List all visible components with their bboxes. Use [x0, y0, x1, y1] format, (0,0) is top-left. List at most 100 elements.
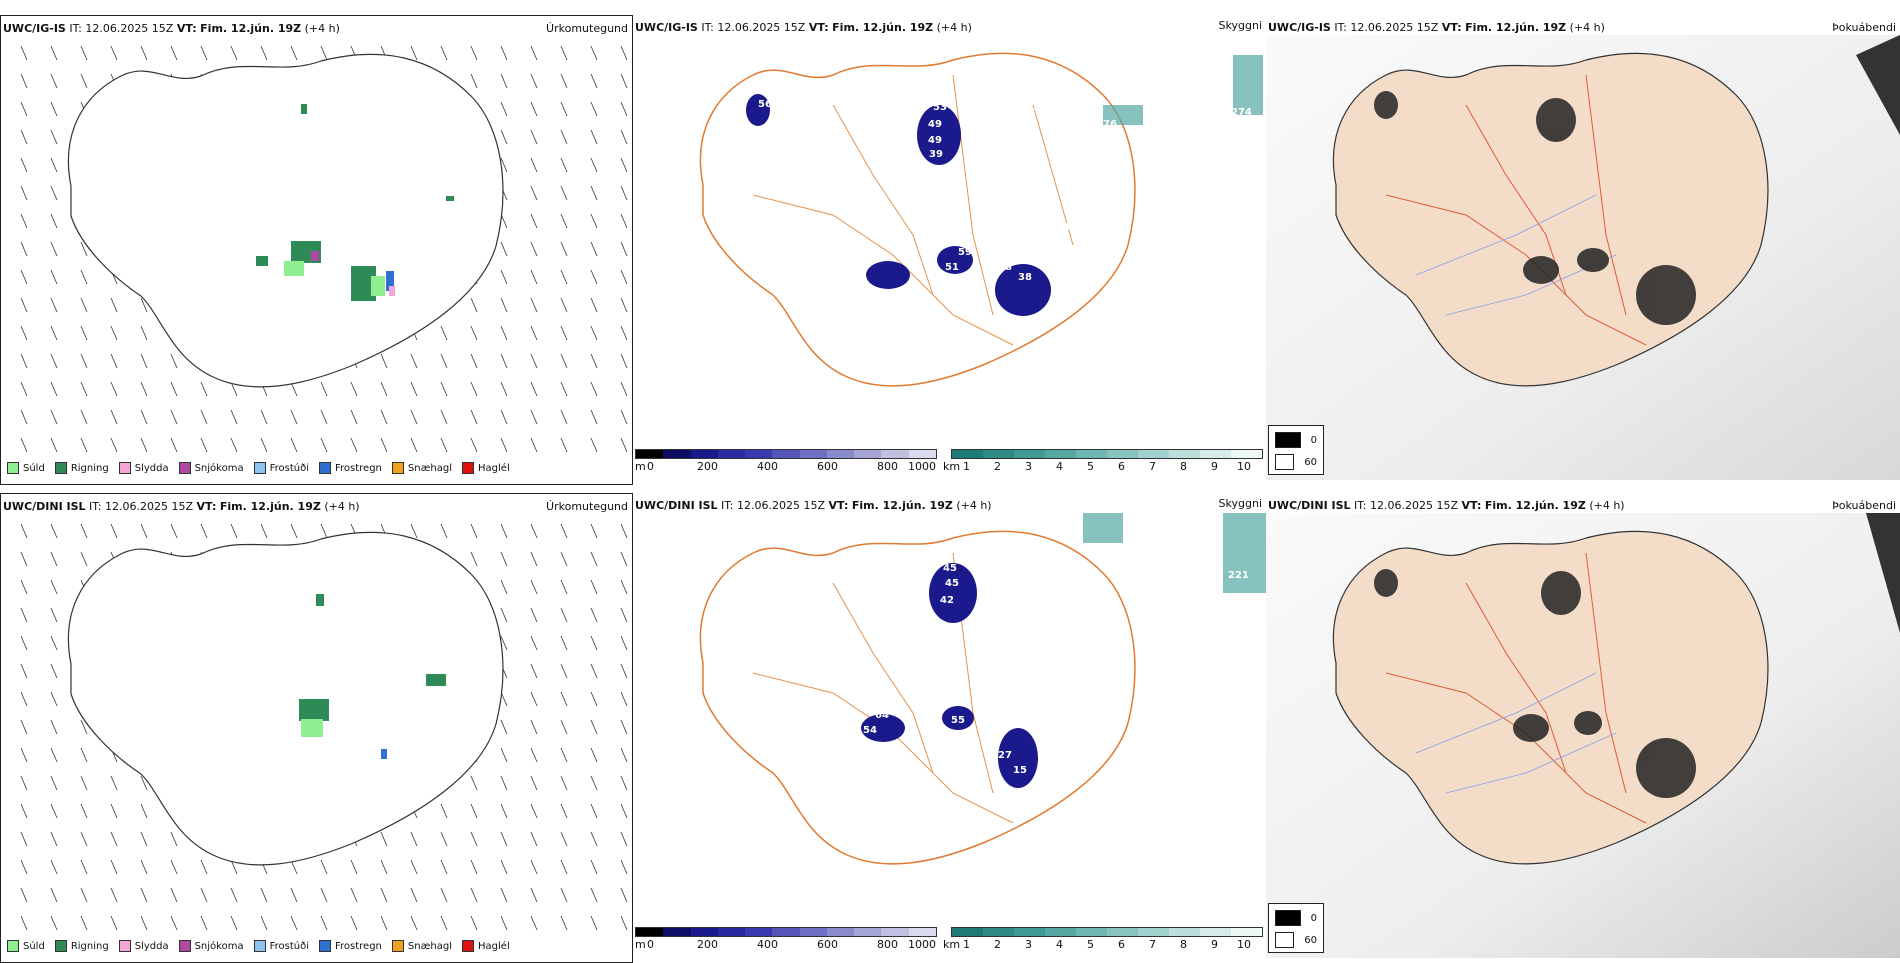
wind-barb: [470, 381, 478, 397]
wind-barb: [50, 45, 58, 61]
fog-map: [1266, 35, 1900, 480]
wind-barb: [440, 353, 448, 369]
wind-barb: [500, 747, 508, 763]
wind-barb: [560, 607, 568, 623]
wind-barb: [530, 551, 538, 567]
fog-swatch-white: [1275, 454, 1295, 470]
wind-barb: [500, 859, 508, 875]
wind-barb: [590, 803, 598, 819]
visibility-value-label: 64: [875, 710, 889, 721]
wind-barb: [50, 551, 58, 567]
wind-barb: [620, 831, 628, 847]
wind-barb: [410, 381, 418, 397]
wind-barb: [560, 45, 568, 61]
panel-header: UWC/IG-IS IT: 12.06.2025 15Z VT: Fim. 12…: [635, 21, 972, 34]
wind-barb: [380, 831, 388, 847]
wind-barb: [470, 915, 478, 931]
visibility-value-label: 45: [943, 563, 957, 574]
wind-barb: [350, 859, 358, 875]
wind-barb: [590, 579, 598, 595]
wind-barb: [590, 185, 598, 201]
wind-barb: [110, 803, 118, 819]
wind-barb: [530, 129, 538, 145]
precip-panel-row2: UWC/DINI ISL IT: 12.06.2025 15Z VT: Fim.…: [0, 493, 633, 963]
panel-header: UWC/DINI ISL IT: 12.06.2025 15Z VT: Fim.…: [1268, 499, 1625, 512]
vis-panel-row1: UWC/IG-IS IT: 12.06.2025 15Z VT: Fim. 12…: [633, 15, 1266, 485]
legend-swatch: [118, 940, 131, 952]
visibility-value-label: 51: [945, 262, 959, 273]
wind-barb: [380, 887, 388, 903]
wind-barb: [20, 579, 28, 595]
visibility-map: 53 49 49 39 56 55 76 274 42 59 51 88 38 10 42 22: [699, 52, 1263, 387]
wind-barb: [500, 719, 508, 735]
legend-swatch: [178, 462, 191, 474]
wind-barb: [590, 45, 598, 61]
visibility-value-label: 15: [1013, 765, 1027, 776]
wind-barb: [560, 73, 568, 89]
wind-barb: [500, 887, 508, 903]
wind-barb: [440, 325, 448, 341]
wind-barb: [530, 381, 538, 397]
wind-barb: [80, 859, 88, 875]
wind-barb: [260, 409, 268, 425]
visibility-value-label: 274: [1231, 107, 1252, 118]
wind-barb: [320, 523, 328, 539]
wind-barb: [560, 185, 568, 201]
wind-barb: [470, 409, 478, 425]
wind-barb: [140, 297, 148, 313]
wind-barb: [350, 437, 358, 453]
wind-barb: [20, 523, 28, 539]
visibility-value-label: 53: [951, 731, 965, 742]
visibility-value-label: 75: [1028, 783, 1042, 794]
wind-barb: [50, 663, 58, 679]
wind-barb: [530, 73, 538, 89]
wind-barb: [500, 297, 508, 313]
wind-barb: [80, 747, 88, 763]
wind-barb: [380, 409, 388, 425]
wind-barb: [110, 523, 118, 539]
wind-barb: [500, 915, 508, 931]
legend-swatch: [391, 940, 404, 952]
wind-barb: [110, 831, 118, 847]
wind-barb: [20, 157, 28, 173]
wind-barb: [50, 719, 58, 735]
wind-barb: [140, 859, 148, 875]
wind-barb: [620, 747, 628, 763]
wind-barb: [500, 803, 508, 819]
wind-barb: [140, 831, 148, 847]
wind-barb: [380, 353, 388, 369]
wind-barb: [290, 381, 298, 397]
wind-barb: [320, 437, 328, 453]
wind-barb: [20, 213, 28, 229]
wind-barb: [140, 523, 148, 539]
visibility-value-label: 55: [1033, 102, 1047, 113]
wind-barb: [110, 297, 118, 313]
wind-barb: [170, 523, 178, 539]
wind-barb: [530, 579, 538, 595]
wind-barb: [170, 353, 178, 369]
m-unit: m: [635, 460, 646, 473]
wind-barb: [500, 129, 508, 145]
panel-title: Skyggni: [1218, 497, 1262, 510]
wind-barb: [140, 45, 148, 61]
wind-barb: [560, 719, 568, 735]
wind-barb: [470, 437, 478, 453]
wind-barb: [320, 859, 328, 875]
wind-barb: [260, 523, 268, 539]
wind-barb: [50, 241, 58, 257]
wind-barb: [140, 325, 148, 341]
visibility-value-label: 53: [933, 102, 947, 113]
wind-barb: [380, 437, 388, 453]
wind-barb: [20, 887, 28, 903]
wind-barb: [530, 241, 538, 257]
wind-barb: [20, 831, 28, 847]
wind-barb: [620, 579, 628, 595]
visibility-value-label: 22: [1153, 197, 1167, 208]
wind-barb: [560, 409, 568, 425]
wind-barb: [590, 719, 598, 735]
wind-barb: [50, 635, 58, 651]
wind-barb: [560, 831, 568, 847]
wind-barb: [470, 775, 478, 791]
wind-barb: [80, 887, 88, 903]
wind-barb: [170, 437, 178, 453]
